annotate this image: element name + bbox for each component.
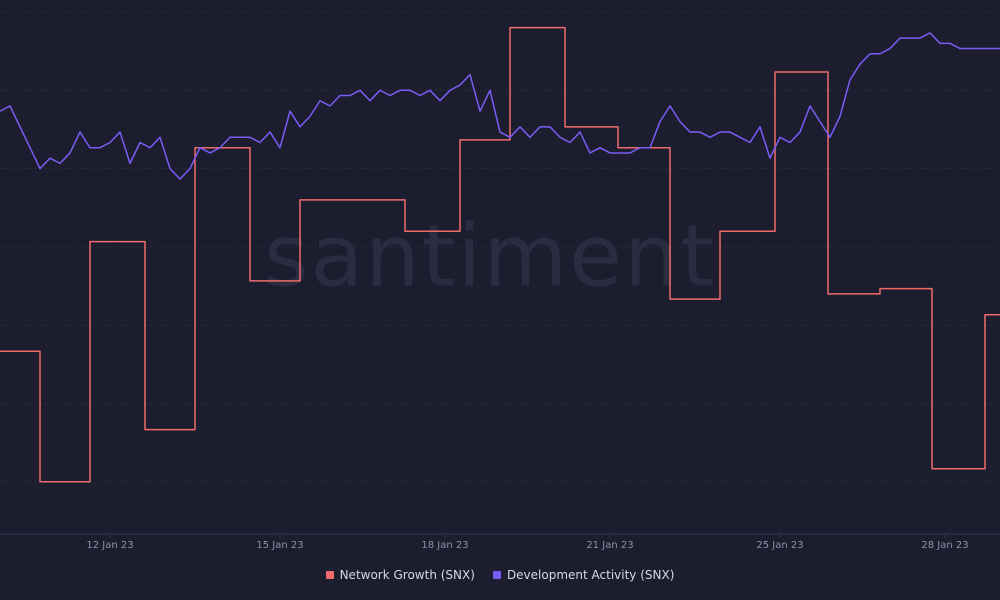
x-tick-label: 28 Jan 23 xyxy=(921,540,968,551)
chart-legend: Network Growth (SNX) Development Activit… xyxy=(0,568,1000,582)
legend-item-network-growth[interactable]: Network Growth (SNX) xyxy=(325,568,475,582)
x-tick-label: 18 Jan 23 xyxy=(421,540,468,551)
x-tick-label: 21 Jan 23 xyxy=(586,540,633,551)
legend-label-network-growth: Network Growth (SNX) xyxy=(339,568,475,582)
legend-swatch-development-activity xyxy=(492,571,501,579)
chart-watermark: santiment xyxy=(264,206,717,306)
chart-grid xyxy=(0,11,1000,483)
x-tick-label: 25 Jan 23 xyxy=(756,540,803,551)
legend-swatch-network-growth xyxy=(325,571,334,579)
series-line-development-activity xyxy=(0,32,1000,180)
x-tick-label: 12 Jan 23 xyxy=(86,540,133,551)
series-line-network-growth xyxy=(0,26,1000,483)
legend-label-development-activity: Development Activity (SNX) xyxy=(506,568,675,582)
chart-series xyxy=(0,26,1000,483)
x-axis-ticks: 12 Jan 23 15 Jan 23 18 Jan 23 21 Jan 23 25 J… xyxy=(86,534,969,551)
x-tick-label: 15 Jan 23 xyxy=(256,540,303,551)
legend-item-development-activity[interactable]: Development Activity (SNX) xyxy=(492,568,675,582)
